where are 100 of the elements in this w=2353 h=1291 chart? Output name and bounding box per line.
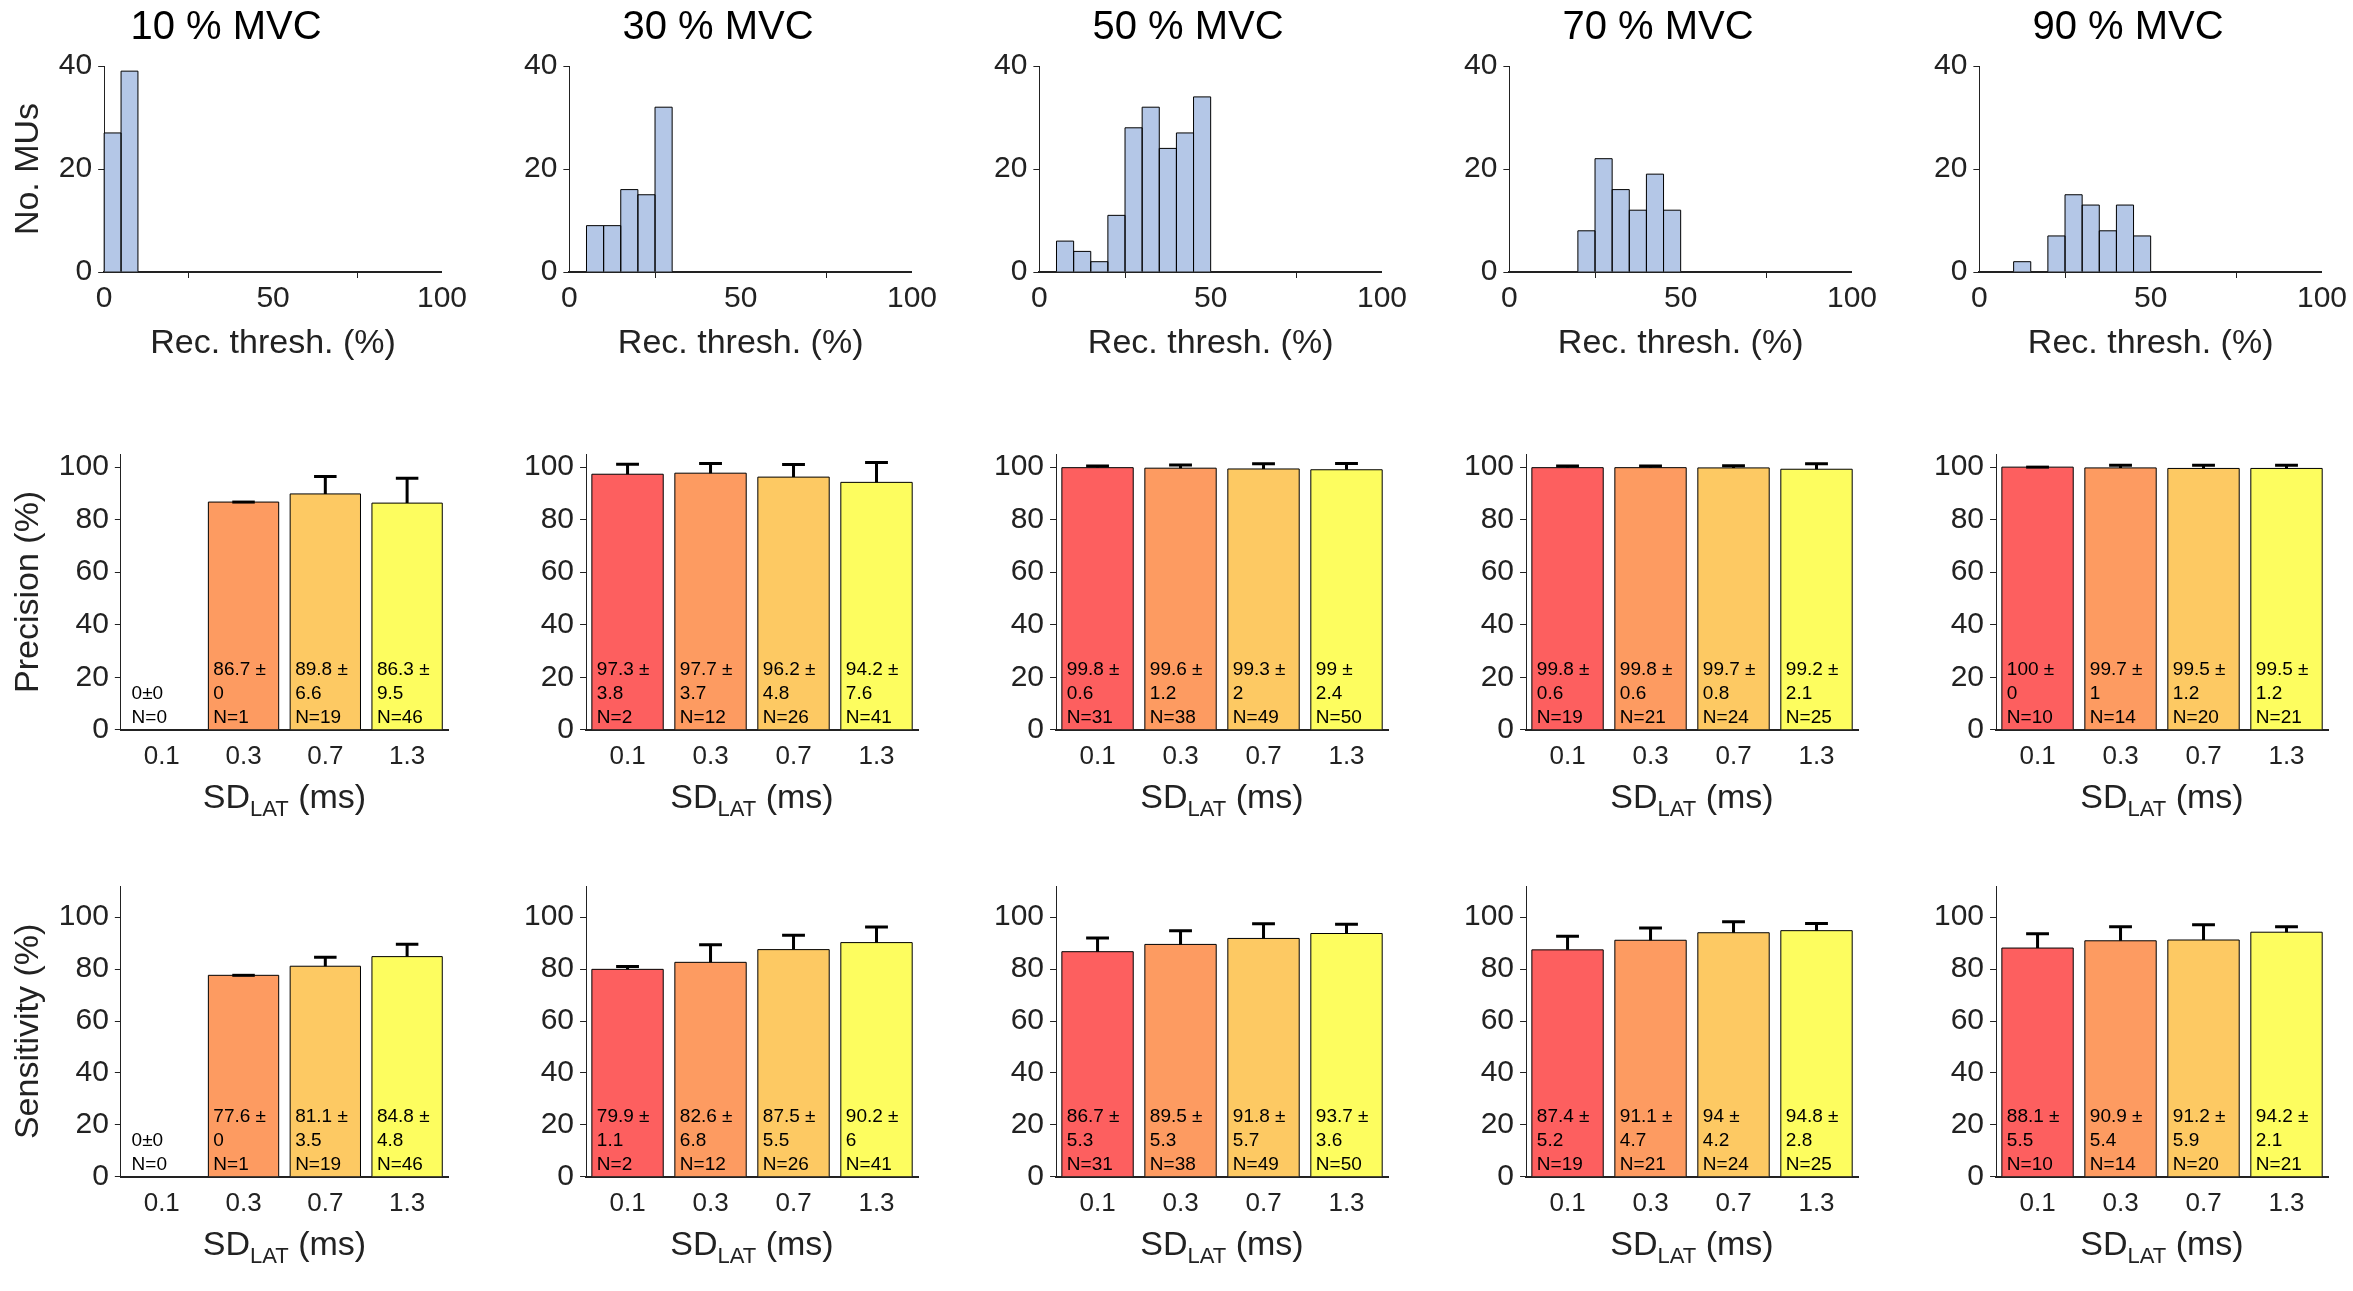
- x-tick-label: 0.1: [1549, 739, 1586, 770]
- x-tick-label: 50: [1663, 280, 1698, 314]
- chart-title: 70 % MVC: [1562, 3, 1754, 48]
- data-label: 99.2 ± 2.1 N=25: [1785, 657, 1839, 727]
- data-label: 0±0 N=0: [131, 1128, 167, 1174]
- data-label: 99.7 ± 1 N=14: [2089, 657, 2143, 727]
- x-tick-label: 1.3: [2268, 739, 2305, 770]
- y-tick-label: 80: [1010, 950, 1045, 984]
- y-tick-label: 0: [1480, 253, 1498, 287]
- y-tick-label: 100: [1463, 898, 1515, 932]
- x-tick-label: 0.7: [307, 1186, 344, 1217]
- y-tick-label: 80: [540, 500, 575, 534]
- data-label: 87.5 ± 5.5 N=26: [762, 1104, 816, 1174]
- data-label: 93.7 ± 3.6 N=50: [1315, 1104, 1369, 1174]
- y-tick-label: 80: [1950, 950, 1985, 984]
- x-tick-label: 0.7: [1715, 739, 1752, 770]
- y-tick-label: 40: [75, 606, 109, 639]
- y-tick-label: 0: [557, 711, 575, 745]
- x-tick-label: 0.3: [225, 1186, 262, 1217]
- y-tick-label: 0: [1497, 711, 1515, 745]
- y-tick-label: 0: [1497, 1158, 1515, 1192]
- x-tick-label: 100: [1826, 280, 1877, 314]
- y-tick-label: 20: [1480, 658, 1515, 692]
- x-tick-label: 0.7: [775, 739, 812, 770]
- data-label: 94.2 ± 2.1 N=21: [2255, 1104, 2309, 1174]
- y-tick-label: 60: [540, 1002, 575, 1036]
- x-tick-label: 0.3: [1632, 1186, 1669, 1217]
- x-tick-label: 1.3: [1328, 739, 1365, 770]
- y-tick-label: 20: [75, 1106, 109, 1140]
- y-tick-label: 20: [58, 150, 93, 184]
- x-tick-label: 0.1: [609, 739, 646, 770]
- y-axis-title: Sensitivity (%): [6, 923, 45, 1140]
- y-tick-label: 60: [1480, 553, 1515, 587]
- data-label: 89.8 ± 6.6 N=19: [295, 657, 348, 727]
- y-tick-label: 100: [523, 898, 575, 932]
- data-label: 99.3 ± 2 N=49: [1232, 657, 1286, 727]
- y-tick-label: 0: [1027, 711, 1045, 745]
- x-tick-label: 50: [723, 280, 758, 314]
- y-tick-label: 60: [540, 553, 575, 587]
- x-tick-label: 1.3: [389, 1186, 426, 1217]
- y-tick-label: 80: [1480, 950, 1515, 984]
- chart-title: 30 % MVC: [622, 3, 814, 48]
- x-axis-title: Rec. thresh. (%): [617, 322, 864, 361]
- x-tick-label: 0.3: [2102, 739, 2139, 770]
- data-label: 84.8 ± 4.8 N=46: [376, 1104, 430, 1174]
- y-tick-label: 80: [75, 950, 109, 984]
- y-tick-label: 40: [540, 1054, 575, 1088]
- x-axis-title: SD$_{LAT}$ (ms): [2080, 777, 2244, 822]
- y-tick-label: 40: [993, 47, 1028, 81]
- data-label: 86.7 ± 5.3 N=31: [1066, 1104, 1120, 1174]
- x-tick-label: 0.7: [2185, 739, 2222, 770]
- y-tick-label: 60: [1010, 553, 1045, 587]
- x-tick-label: 1.3: [2268, 1186, 2305, 1217]
- y-tick-label: 20: [1010, 1106, 1045, 1140]
- y-tick-label: 40: [523, 47, 558, 81]
- data-label: 100 ± 0 N=10: [2006, 657, 2055, 727]
- y-tick-label: 40: [1933, 47, 1968, 81]
- y-tick-label: 0: [540, 253, 558, 287]
- x-tick-label: 0.1: [1079, 1186, 1116, 1217]
- x-tick-label: 0.3: [1632, 739, 1669, 770]
- x-tick-label: 1.3: [1328, 1186, 1365, 1217]
- x-tick-label: 0.3: [225, 739, 262, 770]
- data-label: 99.5 ± 1.2 N=21: [2255, 657, 2309, 727]
- y-axis-title: Precision (%): [6, 490, 45, 693]
- x-tick-label: 0.3: [1162, 1186, 1199, 1217]
- x-axis-title: SD$_{LAT}$ (ms): [1140, 777, 1304, 822]
- y-tick-label: 80: [1010, 500, 1045, 534]
- data-label: 94.8 ± 2.8 N=25: [1785, 1104, 1839, 1174]
- chart-title: 90 % MVC: [2032, 3, 2224, 48]
- y-tick-label: 40: [1480, 606, 1515, 639]
- y-axis-title: No. MUs: [6, 102, 45, 236]
- data-label: 99.8 ± 0.6 N=19: [1536, 657, 1590, 727]
- y-tick-label: 100: [523, 448, 575, 482]
- x-tick-label: 0.1: [143, 1186, 180, 1217]
- y-tick-label: 100: [1463, 448, 1515, 482]
- x-tick-label: 100: [886, 280, 937, 314]
- data-label: 99.8 ± 0.6 N=21: [1619, 657, 1673, 727]
- y-tick-label: 80: [1480, 500, 1515, 534]
- x-axis-title: SD$_{LAT}$ (ms): [202, 1224, 367, 1269]
- y-tick-label: 100: [993, 898, 1045, 932]
- x-axis-title: SD$_{LAT}$ (ms): [2080, 1224, 2244, 1269]
- y-tick-label: 100: [1933, 898, 1985, 932]
- x-tick-label: 0.1: [609, 1186, 646, 1217]
- y-tick-label: 60: [1480, 1002, 1515, 1036]
- data-label: 99.6 ± 1.2 N=38: [1149, 657, 1203, 727]
- data-label: 89.5 ± 5.3 N=38: [1149, 1104, 1203, 1174]
- x-axis-title: Rec. thresh. (%): [2027, 322, 2274, 361]
- data-label: 99.5 ± 1.2 N=20: [2172, 657, 2226, 727]
- data-label: 91.2 ± 5.9 N=20: [2172, 1104, 2226, 1174]
- data-label: 97.3 ± 3.8 N=2: [596, 657, 650, 727]
- data-label: 97.7 ± 3.7 N=12: [679, 657, 733, 727]
- y-tick-label: 0: [92, 1158, 109, 1192]
- y-tick-label: 20: [1950, 1106, 1985, 1140]
- y-tick-label: 20: [1950, 658, 1985, 692]
- data-label: 86.7 ± 0 N=1: [213, 657, 267, 727]
- chart-title: 50 % MVC: [1092, 3, 1284, 48]
- y-tick-label: 0: [1010, 253, 1028, 287]
- data-label: 88.1 ± 5.5 N=10: [2006, 1104, 2060, 1174]
- data-label: 90.2 ± 6 N=41: [845, 1104, 899, 1174]
- data-label: 94 ± 4.2 N=24: [1702, 1104, 1750, 1174]
